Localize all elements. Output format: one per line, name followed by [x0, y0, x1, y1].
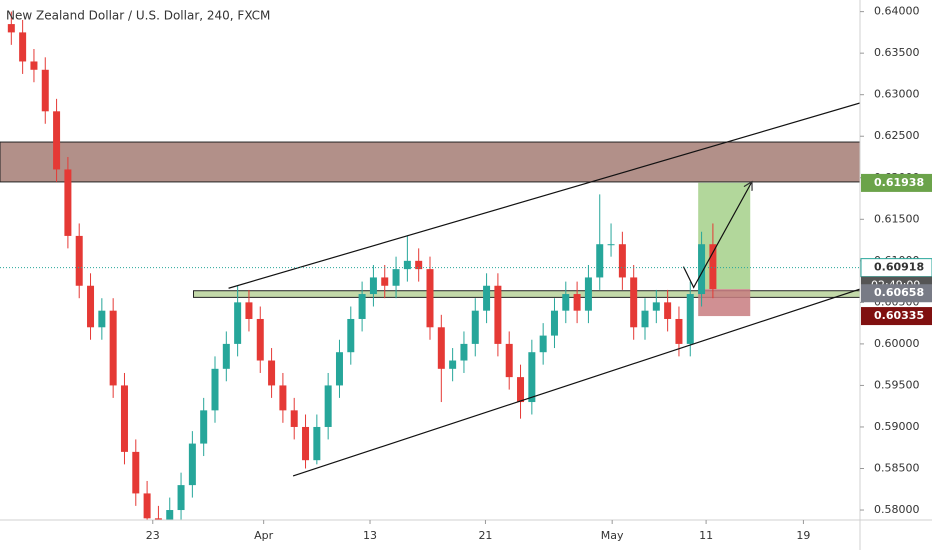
candle-body	[641, 310, 649, 328]
candle-body	[64, 169, 72, 236]
plot-area	[0, 11, 860, 520]
candle-body	[347, 318, 355, 353]
x-tick-label: 23	[146, 529, 160, 542]
candle-body	[426, 269, 434, 328]
candle-body	[222, 343, 230, 369]
candle-body	[290, 410, 298, 427]
price-label: 0.60335	[874, 309, 924, 322]
candle-body	[188, 443, 196, 486]
candle-body	[120, 385, 128, 452]
candle-body	[211, 368, 219, 411]
candle-body	[75, 235, 83, 286]
candle-body	[618, 244, 626, 278]
candle-body	[415, 260, 423, 270]
trendline	[228, 102, 860, 289]
trendline	[292, 288, 860, 477]
candle-body	[528, 352, 536, 403]
candle-body	[19, 32, 27, 62]
y-tick-label: 0.61500	[874, 212, 920, 225]
candle-body	[234, 302, 242, 344]
y-tick-label: 0.59000	[874, 420, 920, 433]
candle-body	[596, 244, 604, 278]
candle-body	[87, 285, 95, 328]
last-price-label: 0.60918	[874, 261, 924, 274]
y-tick-label: 0.59500	[874, 378, 920, 391]
candle-body	[358, 294, 366, 319]
price-label: 0.60658	[874, 286, 924, 299]
candle-body	[256, 318, 264, 361]
candle-body	[369, 277, 377, 295]
candle-body	[675, 318, 683, 344]
candle-body	[607, 244, 615, 246]
candle-body	[573, 294, 581, 311]
price-label-box	[861, 284, 932, 303]
candle-body	[279, 385, 287, 411]
candle-body	[392, 269, 400, 286]
trendline	[682, 183, 751, 289]
price-label-box	[861, 173, 932, 192]
y-tick-label: 0.58000	[874, 503, 920, 516]
candle-body	[483, 285, 491, 311]
zone	[193, 290, 860, 298]
candle-body	[664, 302, 672, 319]
zone	[0, 141, 860, 183]
zone	[698, 289, 751, 317]
x-tick-label: 19	[796, 529, 810, 542]
y-tick-label: 0.62500	[874, 129, 920, 142]
x-tick-label: 11	[699, 529, 713, 542]
candle-body	[98, 310, 106, 328]
candle-body	[562, 294, 570, 311]
candle-body	[494, 285, 502, 344]
chart-title: New Zealand Dollar / U.S. Dollar, 240, F…	[6, 9, 270, 23]
y-tick-label: 0.60000	[874, 337, 920, 350]
candle-body	[177, 485, 185, 511]
candle-body	[335, 352, 343, 386]
candle-body	[313, 426, 321, 461]
candle-body	[686, 294, 694, 344]
x-tick-label: 21	[478, 529, 492, 542]
candle-body	[403, 260, 411, 270]
candle-body	[268, 360, 276, 386]
candle-body	[324, 385, 332, 427]
candle-body	[505, 343, 513, 378]
candle-body	[109, 310, 117, 386]
y-tick-label: 0.64000	[874, 5, 920, 18]
candle-body	[652, 302, 660, 311]
candle-body	[132, 451, 140, 494]
candle-body	[698, 244, 706, 295]
candle-body	[584, 277, 592, 311]
candle-body	[143, 493, 151, 519]
candle-body	[7, 24, 15, 33]
y-tick-label: 0.58500	[874, 461, 920, 474]
candle-body	[53, 111, 61, 170]
x-tick-label: Apr	[254, 529, 274, 542]
candle-body	[471, 310, 479, 344]
candle-body	[539, 335, 547, 353]
candle-body	[449, 360, 457, 369]
x-tick-label: May	[601, 529, 624, 542]
x-tick-label: 13	[363, 529, 377, 542]
candle-body	[245, 302, 253, 319]
candle-body	[302, 426, 310, 461]
candle-body	[550, 310, 558, 336]
candle-body	[630, 277, 638, 328]
y-tick-label: 0.63500	[874, 46, 920, 59]
candle-body	[381, 277, 389, 286]
price-label: 0.61938	[874, 176, 924, 189]
price-label-box	[861, 307, 932, 326]
y-tick-label: 0.63000	[874, 88, 920, 101]
candle-body	[30, 61, 38, 70]
candle-body	[41, 69, 49, 112]
candle-body	[709, 244, 717, 290]
candle-body	[154, 518, 162, 520]
candle-body	[460, 343, 468, 361]
candle-body	[437, 327, 445, 369]
candle-body	[200, 410, 208, 444]
candle-body	[517, 377, 525, 403]
candle-body	[166, 510, 174, 520]
